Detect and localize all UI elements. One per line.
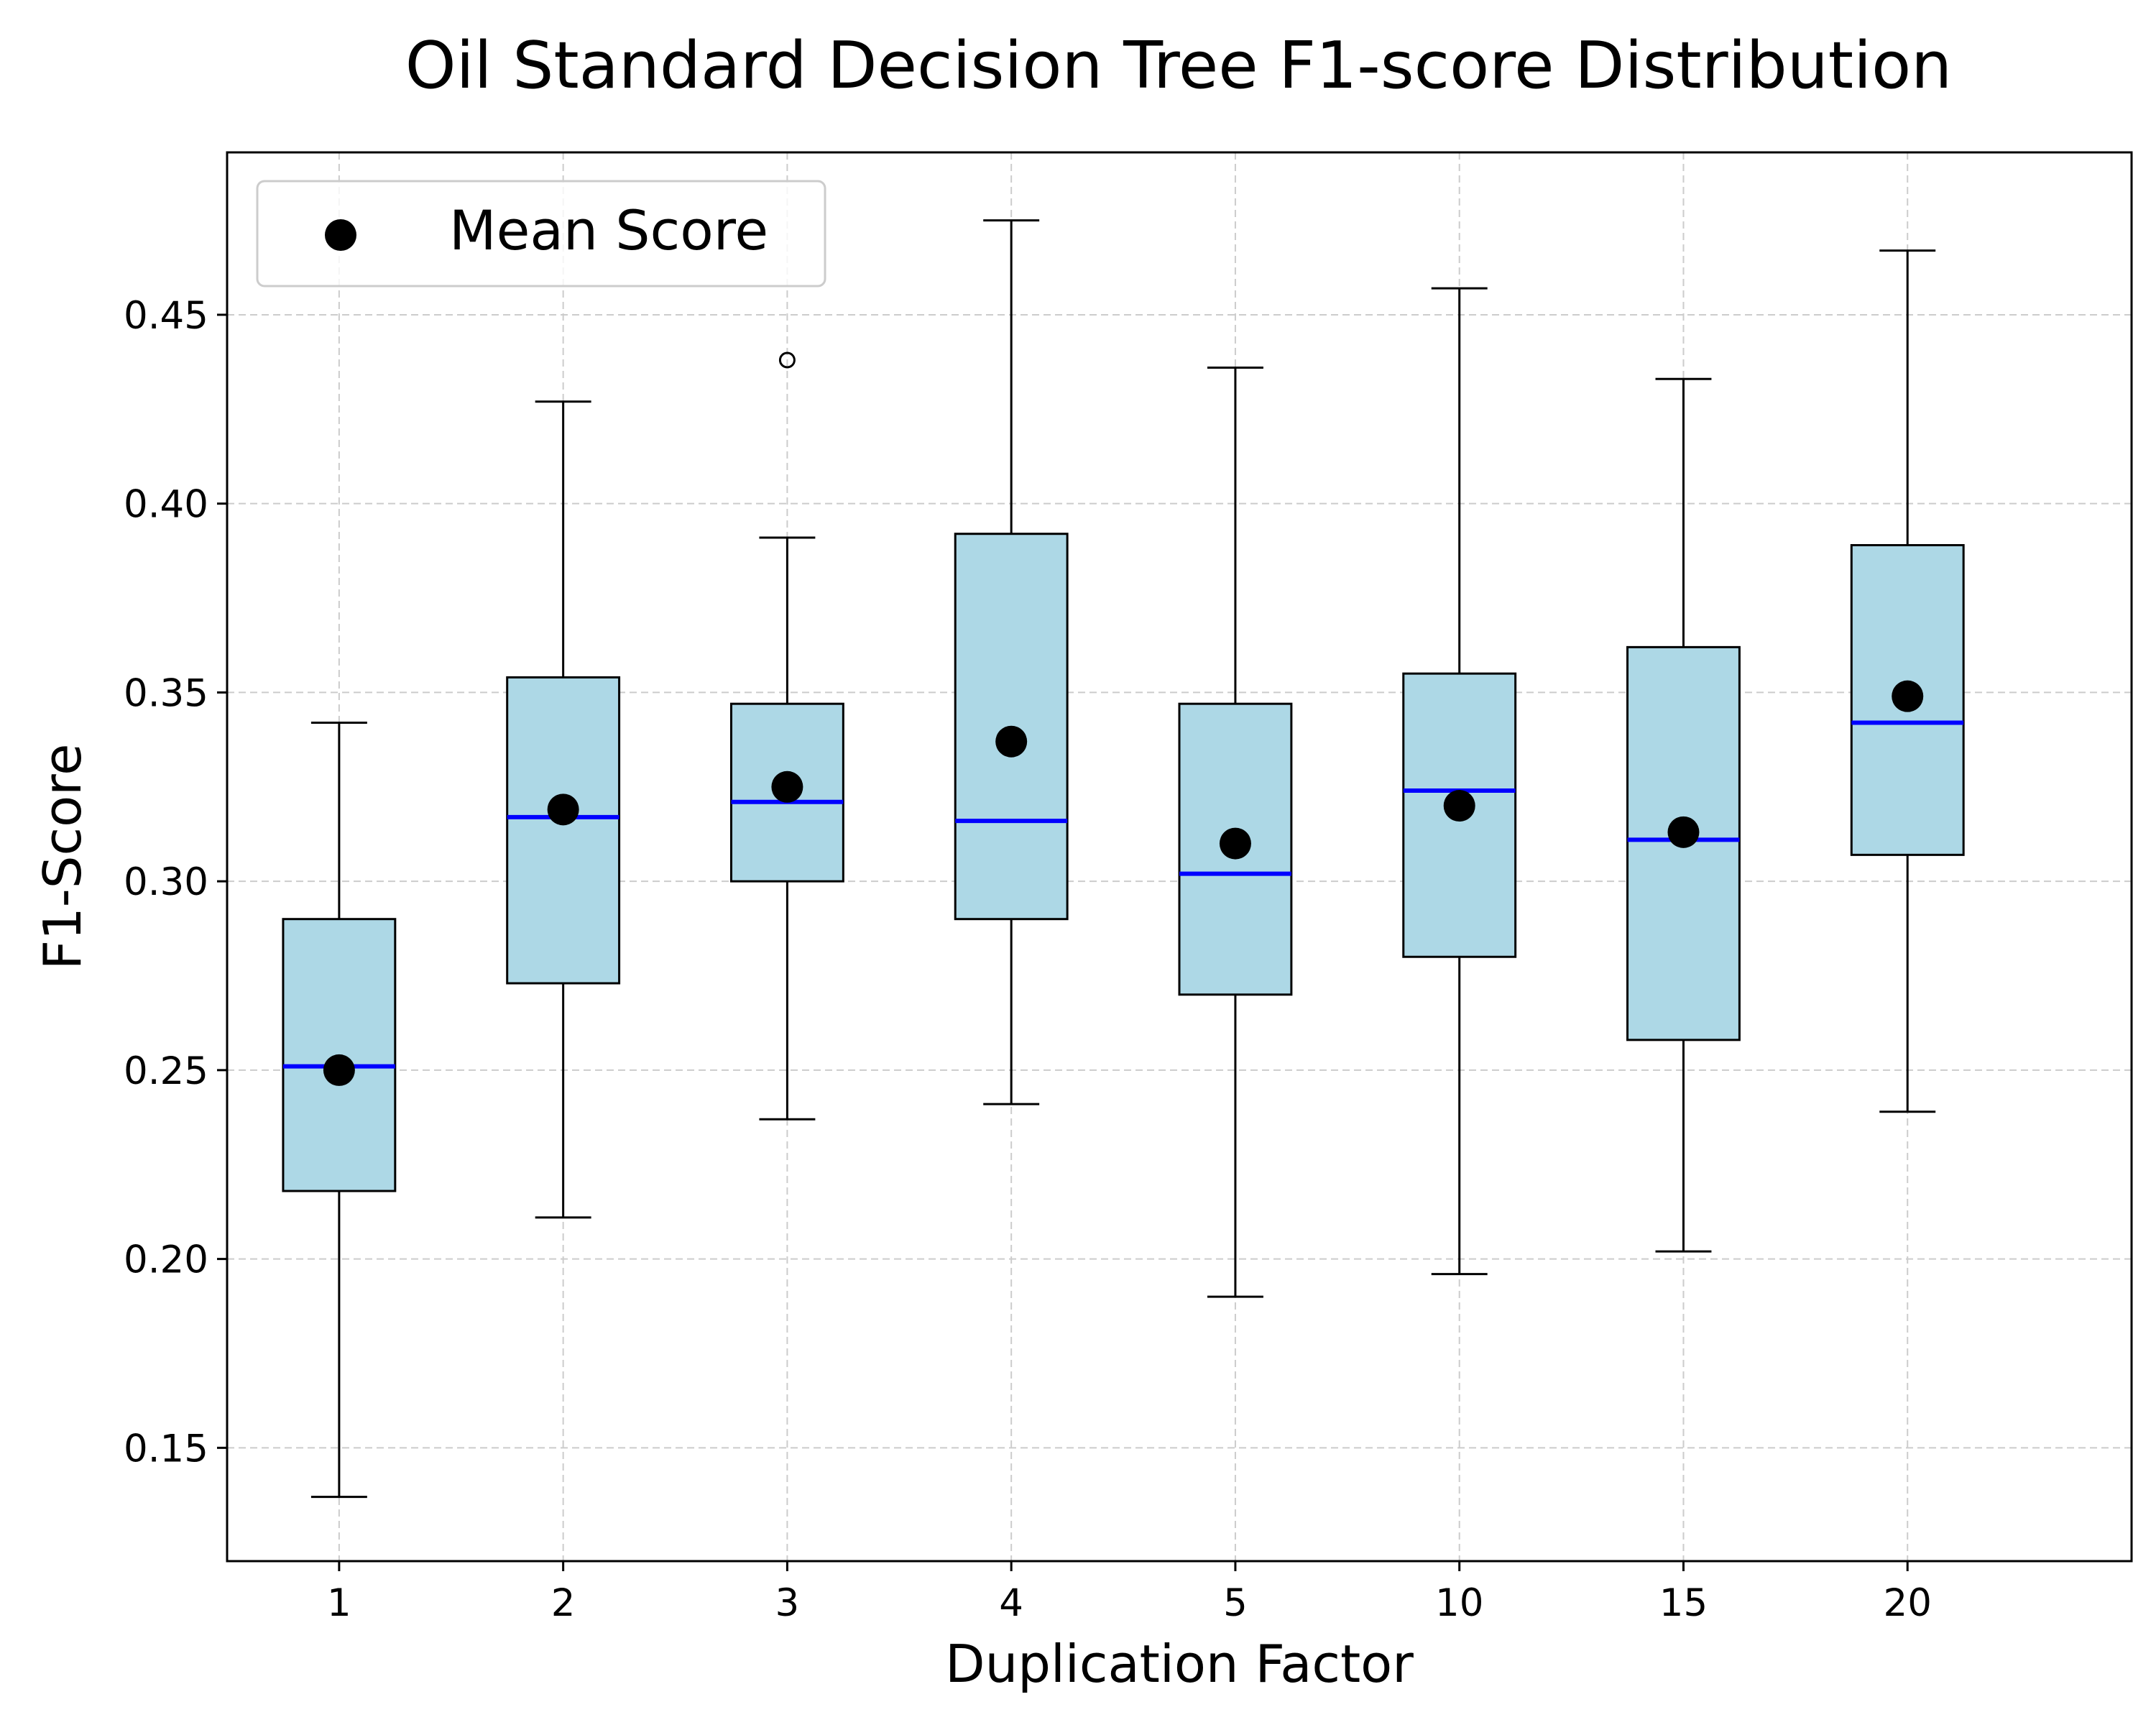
x-tick-label: 2 (551, 1581, 576, 1625)
y-tick-label: 0.25 (124, 1049, 208, 1093)
mean-marker (1667, 816, 1700, 848)
legend: Mean Score (256, 180, 826, 288)
plot-frame (226, 151, 2133, 1563)
x-tick-label: 4 (999, 1581, 1023, 1625)
x-tick-label: 1 (327, 1581, 351, 1625)
legend-mean-marker (325, 219, 356, 251)
y-axis-label: F1-Score (32, 744, 93, 970)
y-tick-label: 0.45 (124, 294, 208, 338)
box-group-4 (954, 219, 1069, 1105)
legend-mean-label: Mean Score (449, 198, 768, 262)
y-tick-label: 0.30 (124, 860, 208, 904)
legend-box (256, 180, 826, 288)
x-tick-label: 20 (1884, 1581, 1932, 1625)
x-tick-label: 15 (1659, 1581, 1708, 1625)
mean-marker (323, 1054, 355, 1086)
y-tick-label: 0.35 (124, 671, 208, 715)
box-group-20 (1850, 249, 1965, 1113)
x-axis-label: Duplication Factor (945, 1634, 1414, 1694)
box-group-15 (1626, 377, 1741, 1253)
box-group-10 (1402, 287, 1517, 1276)
y-tick-label: 0.15 (124, 1427, 208, 1471)
box-group-5 (1178, 367, 1293, 1298)
box-group-3 (729, 351, 844, 1121)
axis-layer: 0.15 0.20 0.25 0.30 0.35 0.40 0.45 1 2 3 4 5 10 15 20 (124, 294, 1932, 1625)
mean-marker (771, 770, 803, 803)
plot-layer (282, 219, 1965, 1499)
chart-title: Oil Standard Decision Tree F1-score Dist… (405, 28, 1952, 104)
mean-marker (995, 725, 1028, 758)
x-tick-label: 10 (1435, 1581, 1483, 1625)
mean-marker (547, 794, 579, 826)
y-tick-label: 0.40 (124, 483, 208, 527)
iqr-box (506, 676, 621, 985)
mean-marker (1892, 680, 1924, 712)
mean-marker (1443, 790, 1475, 822)
outlier-point (778, 351, 796, 369)
mean-marker (1219, 827, 1251, 860)
y-tick-label: 0.20 (124, 1238, 208, 1282)
box-group-2 (506, 400, 621, 1219)
x-tick-label: 3 (775, 1581, 800, 1625)
box-group-1 (282, 721, 397, 1499)
x-tick-label: 5 (1223, 1581, 1248, 1625)
